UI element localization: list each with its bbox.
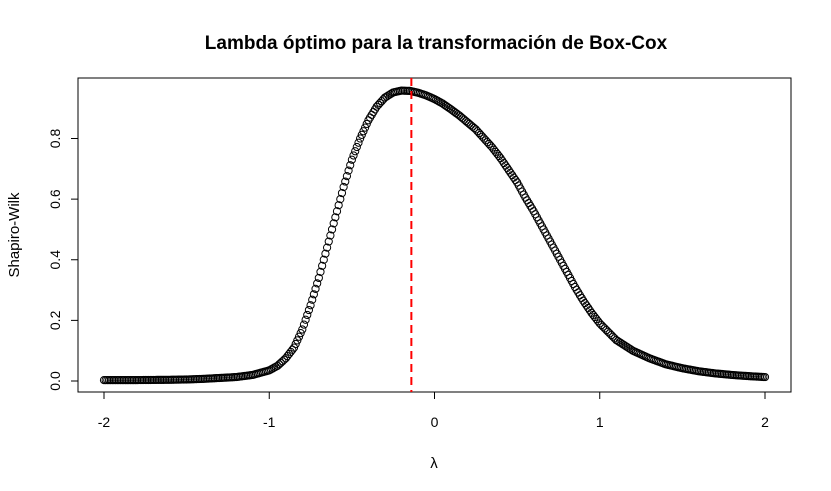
x-tick-label: -1	[263, 414, 276, 430]
data-point	[351, 147, 360, 156]
y-axis: 0.0 0.2 0.4 0.6 0.8	[47, 129, 79, 391]
data-point	[294, 332, 304, 341]
data-point	[336, 195, 345, 204]
data-point	[298, 325, 307, 334]
data-point	[316, 267, 325, 276]
x-tick-label: -2	[98, 414, 111, 430]
data-point	[296, 329, 305, 338]
data-point	[346, 161, 355, 170]
data-point	[332, 207, 342, 216]
data-point	[331, 213, 340, 222]
y-axis-label: Shapiro-Wilk	[6, 192, 23, 278]
data-point	[319, 255, 328, 264]
data-point	[334, 201, 343, 210]
data-point	[339, 182, 348, 192]
data-point	[322, 243, 332, 252]
x-tick-label: 2	[761, 414, 769, 430]
data-point	[359, 127, 368, 136]
data-point	[342, 171, 352, 181]
y-tick-label: 0.6	[47, 189, 63, 209]
y-tick-label: 0.4	[47, 250, 63, 270]
data-point	[352, 142, 361, 152]
y-tick-label: 0.8	[47, 129, 63, 149]
data-point	[356, 134, 365, 143]
data-point	[306, 301, 315, 310]
y-tick-label: 0.2	[47, 310, 63, 330]
data-point	[361, 123, 370, 132]
data-point	[299, 320, 309, 329]
plot-frame	[77, 77, 792, 393]
data-point	[318, 261, 327, 270]
data-point	[314, 273, 323, 283]
x-axis-label: λ	[430, 455, 438, 472]
data-point	[341, 177, 350, 186]
data-point	[329, 219, 338, 228]
data-point	[362, 119, 371, 129]
data-point	[344, 166, 353, 175]
y-tick-label: 0.0	[47, 371, 63, 391]
data-point	[321, 249, 330, 258]
data-point	[354, 138, 363, 147]
x-axis: -2 -1 0 1 2	[98, 391, 769, 430]
data-point	[309, 290, 318, 299]
data-point	[357, 130, 366, 139]
data-point	[291, 339, 300, 349]
data-point	[349, 151, 358, 160]
chart-title: Lambda óptimo para la transformación de …	[205, 33, 668, 54]
data-point	[311, 284, 320, 293]
data-point	[337, 188, 347, 198]
data-points	[99, 86, 770, 385]
data-point	[293, 336, 302, 345]
data-point	[324, 237, 333, 246]
data-point	[301, 315, 310, 324]
data-point	[308, 295, 317, 304]
x-tick-label: 1	[596, 414, 604, 430]
data-point	[304, 305, 314, 315]
data-point	[289, 343, 299, 352]
x-tick-label: 0	[431, 414, 439, 430]
data-point	[347, 155, 356, 164]
data-point	[760, 372, 770, 382]
data-point	[313, 279, 322, 288]
data-point	[327, 225, 337, 234]
data-point	[303, 310, 312, 320]
data-point	[326, 231, 335, 240]
